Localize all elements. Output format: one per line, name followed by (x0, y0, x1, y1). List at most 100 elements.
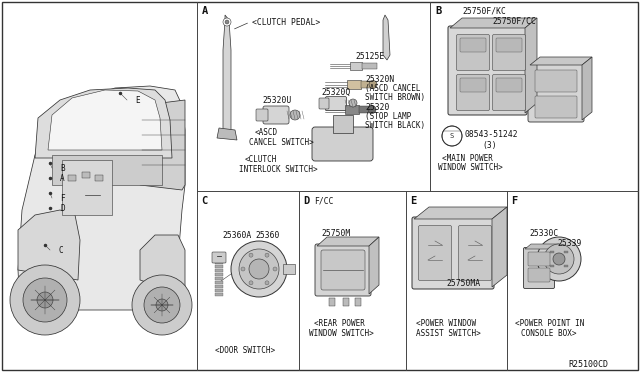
FancyBboxPatch shape (456, 74, 490, 110)
FancyBboxPatch shape (419, 225, 451, 280)
Text: 25750F/KC: 25750F/KC (462, 6, 506, 15)
Circle shape (265, 253, 269, 257)
Text: 25360A: 25360A (222, 231, 252, 240)
Circle shape (223, 18, 231, 26)
FancyBboxPatch shape (496, 38, 522, 52)
Bar (347, 80, 361, 89)
Text: B: B (435, 6, 441, 16)
Bar (362, 63, 377, 69)
Bar (550, 265, 554, 267)
Circle shape (265, 281, 269, 285)
FancyBboxPatch shape (460, 78, 486, 92)
Circle shape (239, 249, 279, 289)
Circle shape (553, 253, 565, 265)
Text: <POWER POINT IN: <POWER POINT IN (515, 319, 584, 328)
FancyBboxPatch shape (493, 35, 525, 71)
Text: INTERLOCK SWITCH>: INTERLOCK SWITCH> (239, 165, 317, 174)
Bar (215, 277, 223, 280)
Bar (359, 106, 371, 113)
Text: WINDOW SWITCH>: WINDOW SWITCH> (438, 163, 503, 172)
Bar (215, 293, 223, 296)
Text: S: S (450, 133, 454, 139)
Circle shape (249, 253, 253, 257)
Bar (215, 273, 223, 276)
Bar (52, 155, 162, 185)
Polygon shape (383, 15, 390, 60)
Bar (350, 62, 362, 70)
Circle shape (10, 265, 80, 335)
Bar (215, 265, 223, 268)
FancyBboxPatch shape (256, 109, 268, 121)
FancyBboxPatch shape (460, 38, 486, 52)
Polygon shape (35, 88, 172, 158)
Bar (564, 265, 568, 267)
Circle shape (369, 80, 377, 89)
Text: 25750M: 25750M (321, 229, 350, 238)
Circle shape (37, 292, 53, 308)
Polygon shape (582, 57, 592, 120)
Polygon shape (48, 90, 162, 150)
Bar (345, 105, 359, 114)
Text: F: F (511, 196, 517, 206)
FancyBboxPatch shape (312, 127, 373, 161)
Bar (333, 115, 353, 133)
Circle shape (249, 281, 253, 285)
Text: 25330C: 25330C (529, 229, 558, 238)
Bar (564, 251, 568, 253)
Bar (329, 298, 335, 306)
FancyBboxPatch shape (528, 268, 550, 282)
Text: SWITCH BLACK): SWITCH BLACK) (365, 121, 425, 130)
Text: 25360: 25360 (255, 231, 280, 240)
Text: E: E (135, 96, 140, 105)
Bar (215, 261, 223, 264)
Circle shape (225, 20, 229, 24)
Polygon shape (525, 244, 559, 249)
Polygon shape (450, 18, 537, 28)
FancyBboxPatch shape (412, 217, 494, 289)
Text: R25100CD: R25100CD (568, 360, 608, 369)
Polygon shape (369, 237, 379, 294)
Bar (215, 281, 223, 284)
Text: CONSOLE BOX>: CONSOLE BOX> (521, 329, 577, 338)
Bar (343, 298, 349, 306)
FancyBboxPatch shape (496, 78, 522, 92)
Bar (215, 289, 223, 292)
Text: 25320Q: 25320Q (321, 88, 350, 97)
Bar (550, 251, 554, 253)
Circle shape (442, 126, 462, 146)
Text: 25320U: 25320U (262, 96, 291, 105)
Circle shape (249, 259, 269, 279)
Circle shape (349, 99, 357, 107)
FancyBboxPatch shape (456, 35, 490, 71)
Circle shape (156, 299, 168, 311)
FancyBboxPatch shape (528, 63, 584, 122)
Bar (215, 269, 223, 272)
Text: C: C (58, 246, 63, 254)
Circle shape (144, 287, 180, 323)
Bar (82, 172, 90, 178)
Polygon shape (414, 207, 507, 219)
Bar (361, 81, 373, 88)
Text: B: B (60, 164, 65, 173)
Text: <CLUTCH: <CLUTCH (245, 155, 277, 164)
Text: C: C (201, 196, 207, 206)
Text: A: A (202, 6, 208, 16)
Polygon shape (223, 15, 231, 135)
FancyBboxPatch shape (458, 225, 492, 280)
Text: 08543-51242: 08543-51242 (465, 130, 518, 139)
Polygon shape (530, 57, 592, 65)
Text: (ASCD CANCEL: (ASCD CANCEL (365, 84, 420, 93)
Polygon shape (18, 210, 80, 280)
Polygon shape (525, 18, 537, 113)
Circle shape (368, 106, 376, 113)
FancyBboxPatch shape (212, 252, 226, 263)
FancyBboxPatch shape (326, 96, 346, 110)
Text: D: D (60, 203, 65, 212)
FancyBboxPatch shape (448, 26, 527, 115)
Circle shape (132, 275, 192, 335)
Text: (STOP LAMP: (STOP LAMP (365, 112, 412, 121)
FancyBboxPatch shape (321, 250, 365, 290)
Circle shape (273, 267, 277, 271)
Circle shape (23, 278, 67, 322)
Polygon shape (492, 207, 507, 287)
